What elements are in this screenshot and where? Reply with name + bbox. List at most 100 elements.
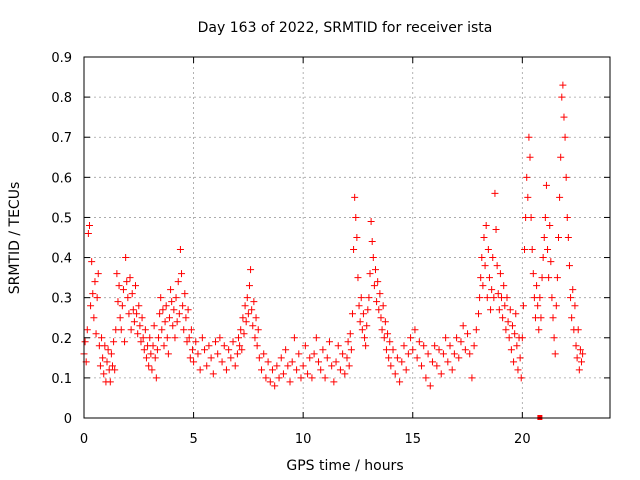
data-point (264, 358, 272, 366)
data-point (323, 354, 331, 362)
data-point (321, 374, 329, 382)
data-point (402, 366, 410, 374)
data-point (100, 370, 108, 378)
data-point (172, 294, 180, 302)
data-point (147, 350, 155, 358)
data-point (146, 334, 154, 342)
data-point (508, 322, 516, 330)
y-tick-label: 0.4 (51, 252, 72, 267)
data-point (284, 362, 292, 370)
data-point (124, 294, 132, 302)
data-point (379, 302, 387, 310)
data-point (386, 338, 394, 346)
data-point (212, 338, 219, 346)
data-point (336, 366, 344, 374)
data-point (565, 262, 573, 270)
grid-lines (84, 57, 610, 418)
data-point (507, 346, 515, 354)
data-point (132, 282, 140, 290)
data-point (240, 330, 248, 338)
data-point (365, 294, 373, 302)
data-point (385, 354, 393, 362)
data-point (293, 366, 301, 374)
data-point (400, 342, 408, 350)
data-point (242, 318, 250, 326)
data-points (80, 81, 587, 420)
data-point (560, 113, 568, 121)
data-point (149, 342, 157, 350)
data-point (409, 346, 417, 354)
y-tick-label: 0.8 (51, 91, 72, 106)
data-point (85, 221, 93, 229)
data-point (464, 330, 472, 338)
data-point (133, 310, 141, 318)
data-point (130, 318, 138, 326)
data-point (315, 358, 323, 366)
data-point (553, 274, 561, 282)
data-point (431, 342, 439, 350)
data-point (523, 173, 531, 181)
data-point (501, 302, 509, 310)
data-point (382, 346, 390, 354)
data-point (237, 326, 245, 334)
y-tick-label: 0.6 (51, 171, 72, 186)
data-point (87, 302, 95, 310)
data-point (252, 314, 260, 322)
data-point (176, 246, 184, 254)
data-point (559, 81, 567, 89)
data-point (220, 342, 228, 350)
data-point (466, 350, 474, 358)
data-point (472, 326, 480, 334)
data-point (255, 354, 263, 362)
data-point (528, 246, 536, 254)
data-point (91, 278, 99, 286)
data-point (185, 334, 193, 342)
data-point (554, 234, 562, 241)
data-point (168, 298, 176, 306)
data-point (521, 246, 529, 254)
data-point (455, 354, 463, 362)
data-point (248, 306, 256, 314)
data-point (413, 354, 421, 362)
data-point (411, 326, 419, 334)
data-point (346, 330, 354, 338)
data-point (301, 342, 309, 350)
data-point (271, 382, 279, 390)
data-point (539, 254, 547, 262)
data-point (485, 274, 493, 282)
data-point (512, 310, 520, 318)
data-point (141, 326, 149, 334)
data-point (175, 310, 183, 318)
data-point (245, 282, 253, 290)
data-point (547, 258, 555, 266)
data-point (216, 334, 224, 342)
data-point (89, 290, 97, 298)
data-point (370, 282, 378, 290)
data-point (503, 294, 511, 302)
data-point (169, 322, 177, 330)
y-axis-label: SRMTID / TECUs (7, 182, 23, 295)
data-point (500, 282, 508, 290)
data-point (186, 354, 194, 362)
data-point (198, 334, 206, 342)
data-point (247, 266, 255, 274)
data-point (422, 374, 430, 382)
x-tick-label: 20 (514, 432, 531, 447)
data-point (92, 330, 100, 338)
data-point (282, 346, 290, 354)
data-point (306, 354, 314, 362)
data-point (104, 346, 112, 354)
data-point (538, 274, 546, 282)
data-point (418, 362, 426, 370)
data-point (178, 270, 186, 278)
data-point (253, 342, 261, 350)
data-point (163, 334, 171, 342)
data-point (482, 221, 490, 229)
data-point (156, 310, 164, 318)
data-point (541, 213, 549, 221)
data-point (116, 314, 124, 322)
data-point (152, 374, 160, 382)
data-point (362, 342, 370, 350)
data-point (537, 314, 545, 322)
data-point (377, 314, 385, 322)
